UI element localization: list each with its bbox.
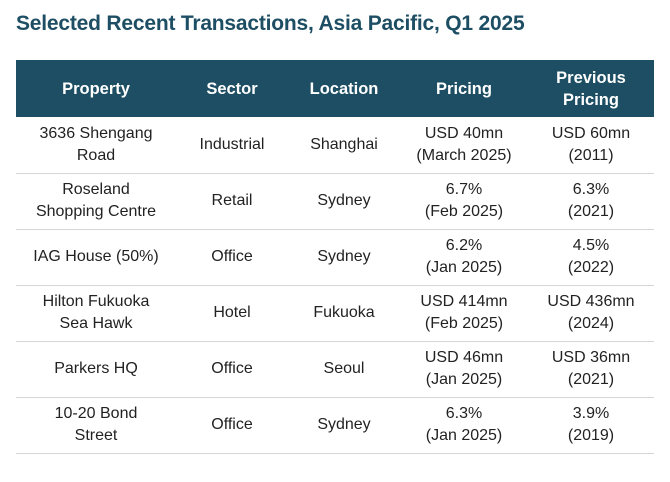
- cell-location: Sydney: [317, 416, 371, 433]
- cell-sector: Industrial: [199, 135, 265, 153]
- cell-location: Fukuoka: [313, 304, 375, 321]
- cell-location: Sydney: [317, 192, 371, 209]
- cell-previous-pricing-line: USD 36mn: [551, 349, 631, 366]
- cell-sector: Retail: [211, 192, 253, 209]
- cell-property-line: Parkers HQ: [54, 360, 138, 377]
- cell-sector: Office: [211, 360, 253, 377]
- cell-previous-pricing-line: (2021): [567, 371, 615, 388]
- cell-previous-pricing-line: 3.9%: [572, 405, 610, 422]
- header-location: Location: [309, 79, 379, 98]
- cell-property-line: Street: [74, 427, 118, 444]
- cell-previous-pricing-line: USD 60mn: [551, 124, 631, 142]
- cell-pricing-line: (Feb 2025): [424, 203, 504, 220]
- cell-pricing-line: (Feb 2025): [424, 315, 504, 332]
- cell-pricing: 6.3% (Jan 2025): [400, 397, 528, 453]
- cell-previous-pricing: USD 36mn (2021): [528, 341, 654, 397]
- cell-location: Seoul: [323, 360, 365, 377]
- table-row: IAG House (50%) Office Sydney 6.2% (Jan 2025…: [16, 229, 654, 285]
- transactions-table: Property Sector Location Pricing Previou…: [16, 60, 654, 454]
- cell-previous-pricing-line: 6.3%: [572, 181, 610, 198]
- cell-property: IAG House (50%): [16, 229, 176, 285]
- cell-property-line: 3636 Shengang: [39, 124, 153, 142]
- cell-pricing: USD 414mn (Feb 2025): [400, 285, 528, 341]
- header-previous-pricing-line2: Pricing: [563, 90, 619, 109]
- cell-property-line: Hilton Fukuoka: [42, 293, 150, 310]
- cell-pricing: USD 46mn (Jan 2025): [400, 341, 528, 397]
- cell-sector: Hotel: [213, 304, 251, 321]
- cell-sector: Office: [211, 416, 253, 433]
- cell-sector: Office: [211, 248, 253, 265]
- cell-previous-pricing: USD 60mn (2011): [528, 117, 654, 173]
- cell-location: Shanghai: [310, 135, 378, 153]
- cell-previous-pricing-line: USD 436mn: [547, 293, 635, 310]
- cell-previous-pricing-line: (2024): [567, 315, 615, 332]
- table-row: 10-20 Bond Street Office Sydney 6.3% (Jan 202…: [16, 397, 654, 453]
- cell-property-line: Sea Hawk: [59, 315, 133, 332]
- cell-previous-pricing-line: (2022): [567, 259, 615, 276]
- table-row: Roseland Shopping Centre Retail Sydney 6.7% (…: [16, 173, 654, 229]
- cell-pricing: 6.2% (Jan 2025): [400, 229, 528, 285]
- cell-previous-pricing-line: (2019): [567, 427, 615, 444]
- cell-property-line: IAG House (50%): [33, 248, 159, 265]
- cell-property-line: Road: [76, 146, 116, 164]
- header-previous-pricing: Previous Pricing: [528, 60, 654, 117]
- table-row: Parkers HQ Office Seoul USD 46mn (Jan 2025) U…: [16, 341, 654, 397]
- cell-previous-pricing-line: (2011): [568, 146, 614, 164]
- header-property: Property: [62, 79, 130, 98]
- cell-pricing-line: 6.2%: [445, 237, 483, 254]
- table-row: Hilton Fukuoka Sea Hawk Hotel Fukuoka USD 41…: [16, 285, 654, 341]
- cell-pricing-line: (Jan 2025): [425, 427, 503, 444]
- cell-pricing: 6.7% (Feb 2025): [400, 173, 528, 229]
- cell-pricing-line: (March 2025): [416, 146, 512, 164]
- table-body: 3636 Shengang Road Industrial Shanghai USD 4…: [16, 117, 654, 453]
- cell-property-line: Shopping Centre: [35, 203, 157, 220]
- cell-property: 10-20 Bond Street: [16, 397, 176, 453]
- header-pricing: Pricing: [436, 79, 492, 98]
- header-sector: Sector: [206, 79, 258, 98]
- header-row: Property Sector Location Pricing Previou…: [16, 60, 654, 117]
- cell-previous-pricing-line: 4.5%: [572, 237, 610, 254]
- cell-pricing-line: 6.3%: [445, 405, 483, 422]
- cell-pricing-line: (Jan 2025): [425, 371, 503, 388]
- cell-pricing: USD 40mn (March 2025): [400, 117, 528, 173]
- cell-property-line: 10-20 Bond: [54, 405, 138, 422]
- cell-location: Sydney: [317, 248, 371, 265]
- cell-previous-pricing: 4.5% (2022): [528, 229, 654, 285]
- table-row: 3636 Shengang Road Industrial Shanghai USD 4…: [16, 117, 654, 173]
- header-previous-pricing-line1: Previous: [556, 68, 626, 87]
- cell-previous-pricing: 3.9% (2019): [528, 397, 654, 453]
- cell-pricing-line: USD 46mn: [424, 349, 504, 366]
- cell-previous-pricing: 6.3% (2021): [528, 173, 654, 229]
- cell-property: Hilton Fukuoka Sea Hawk: [16, 285, 176, 341]
- cell-property: 3636 Shengang Road: [16, 117, 176, 173]
- cell-pricing-line: USD 40mn: [424, 124, 504, 142]
- cell-pricing-line: 6.7%: [445, 181, 483, 198]
- table-header: Property Sector Location Pricing Previou…: [16, 60, 654, 117]
- cell-property: Parkers HQ: [16, 341, 176, 397]
- cell-pricing-line: USD 414mn: [420, 293, 508, 310]
- cell-property-line: Roseland: [62, 181, 130, 198]
- cell-property: Roseland Shopping Centre: [16, 173, 176, 229]
- cell-pricing-line: (Jan 2025): [425, 259, 503, 276]
- cell-previous-pricing: USD 436mn (2024): [528, 285, 654, 341]
- cell-previous-pricing-line: (2021): [567, 203, 615, 220]
- page-title: Selected Recent Transactions, Asia Pacif…: [16, 12, 525, 35]
